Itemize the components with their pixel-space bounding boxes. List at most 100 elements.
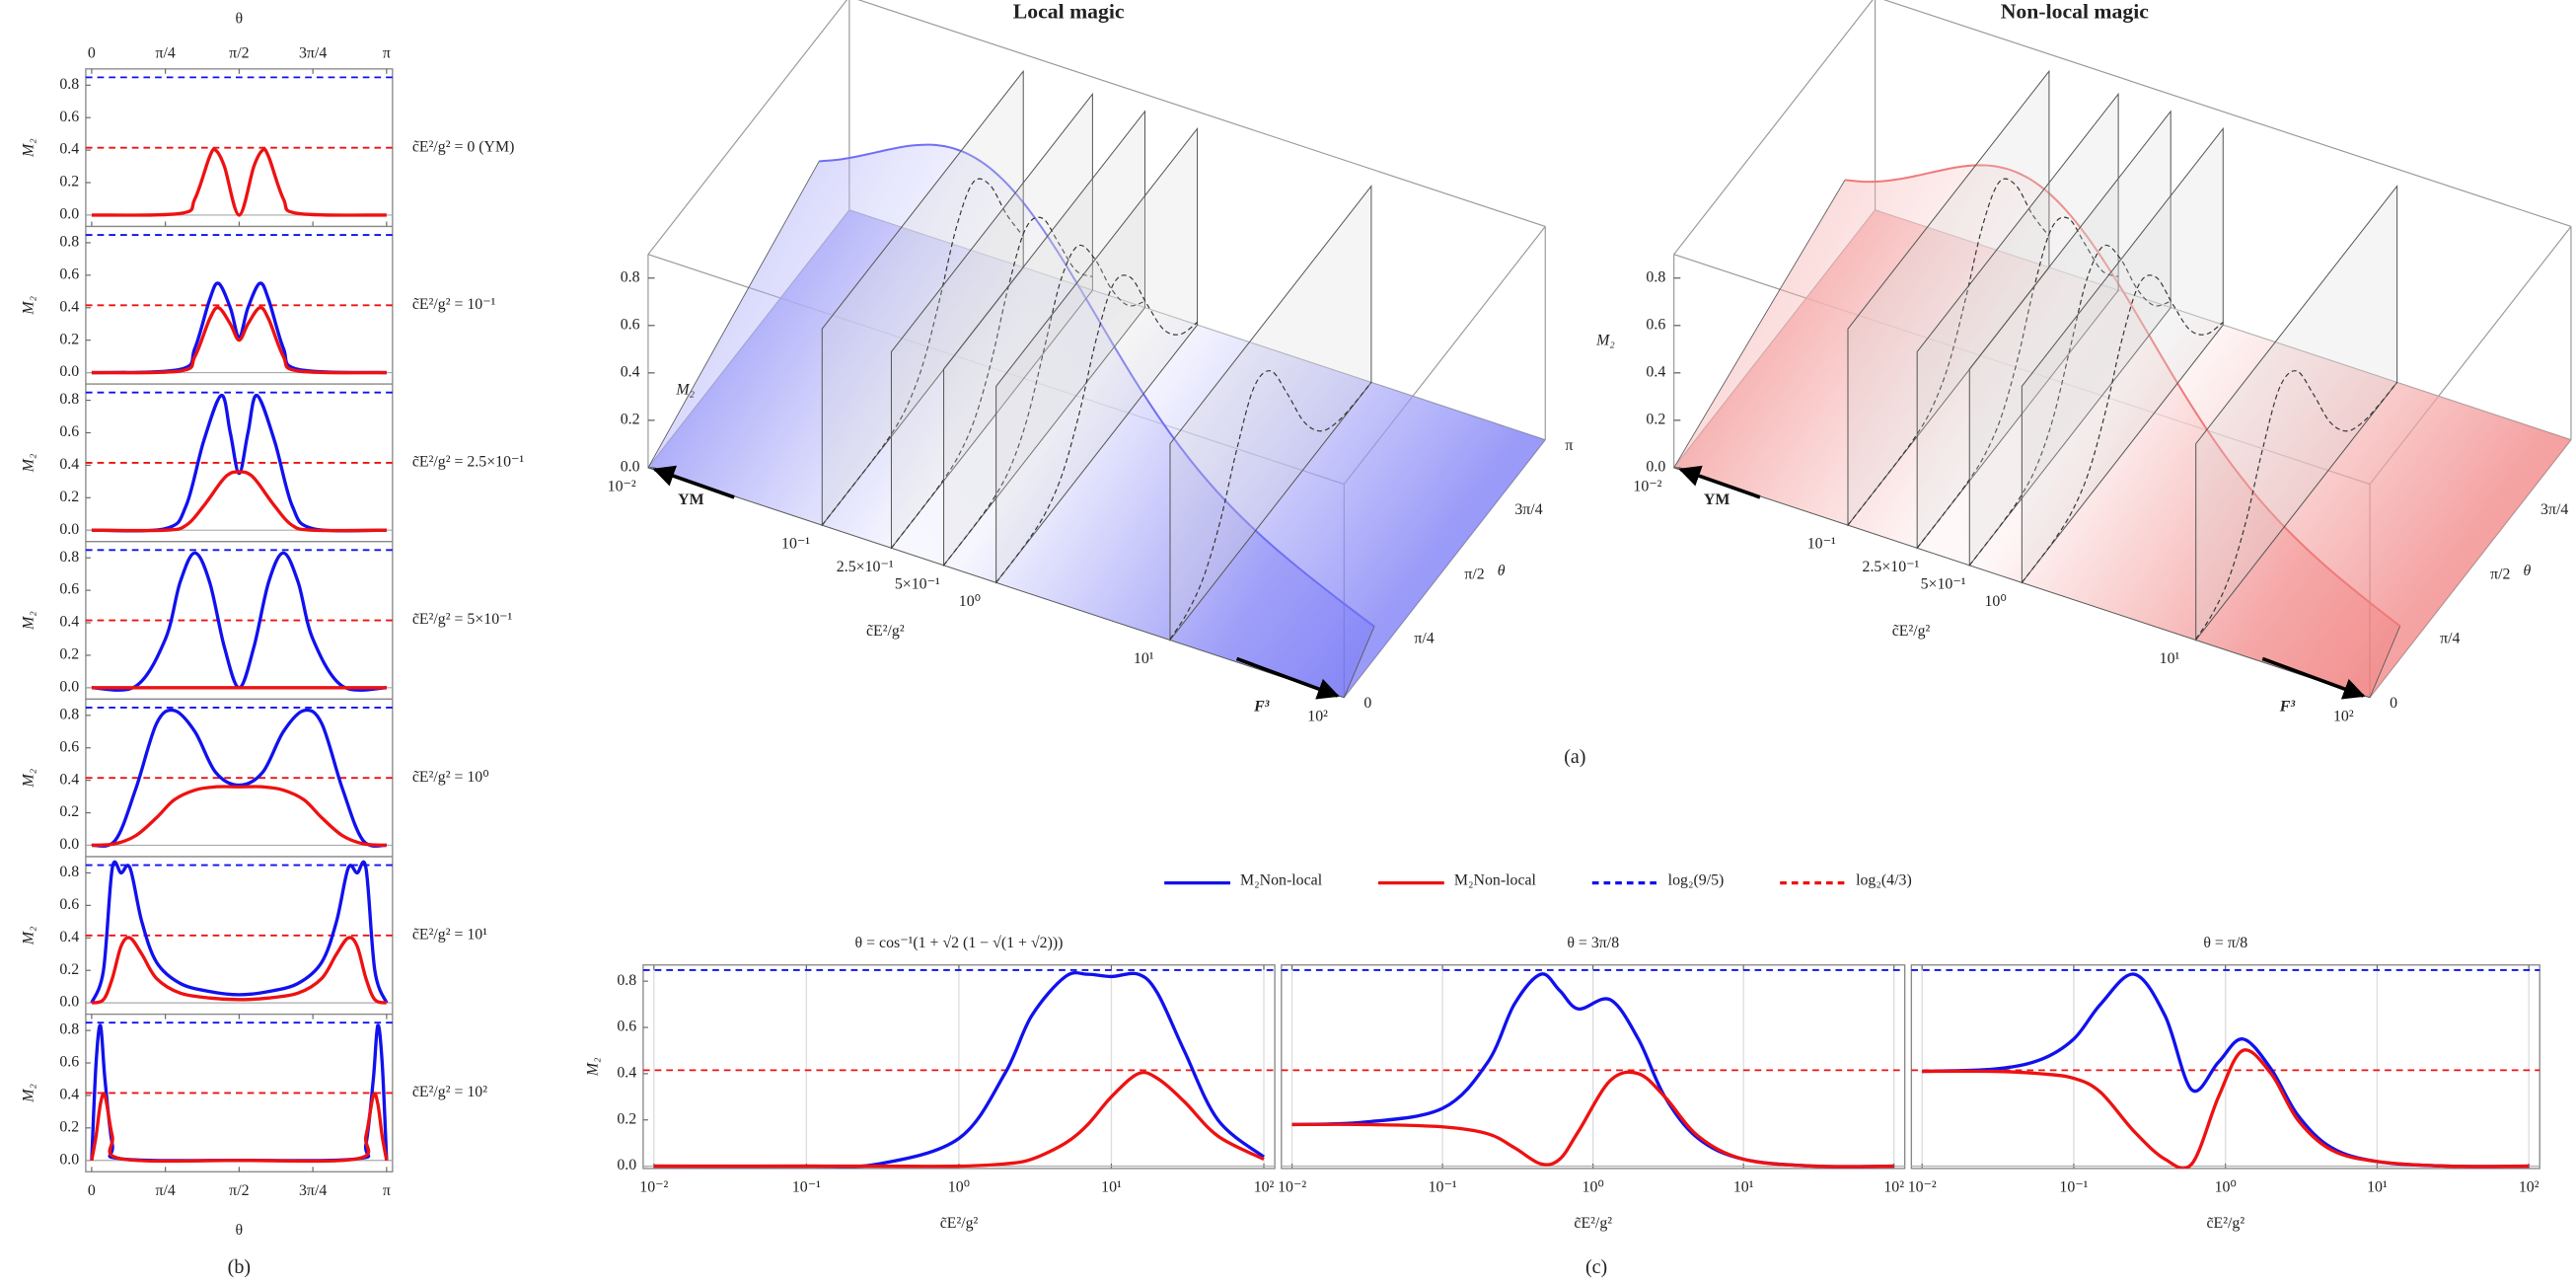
line-chart: 0 π/4 π/2 3π/4 π θ 0.0 0.2 0.4 0.6 0.8 M₂ c̃E²/g² = … [21,11,515,228]
panel-title: Non-local magic [2001,0,2150,23]
y-tick-label: 0.2 [59,803,79,820]
x-tick-label: π [383,1182,391,1199]
slice-plane [1916,92,2119,550]
data-line [1291,1070,1894,1169]
x-tick-label: 10² [2333,708,2354,724]
x-tick-label: 2.5×10⁻¹ [837,559,894,575]
data-line [91,147,387,217]
x-tick-label: 10⁻² [1633,479,1661,495]
x-tick-label: π [383,45,391,62]
arrow [652,465,735,499]
y-tick-label: 0.6 [59,423,79,440]
y-tick-label: 0.6 [617,1019,636,1035]
y-tick-label: 0.4 [59,1087,79,1103]
panel-annotation: c̃E²/g² = 10⁻¹ [412,296,496,313]
line-chart: 10⁻² 10⁻¹ 10⁰ 10¹ 10² c̃E²/g² θ = π/8 [1908,935,2540,1232]
slice-curve [821,178,1024,526]
y-tick-label: 0.0 [59,521,79,538]
theta-tick-label: 0 [2390,695,2397,712]
y-axis-label: M₂ [21,1084,37,1103]
y-axis-label: M₂ [21,611,37,631]
x-tick-label: 10⁻¹ [792,1179,821,1196]
y-tick-label: 0.8 [59,549,79,566]
line-chart: 0.0 0.2 0.4 0.6 0.8 M₂ c̃E²/g² = 5×10⁻¹ [21,541,513,701]
x-tick-label: 5×10⁻¹ [895,575,940,592]
x-tick-label: 10¹ [2160,650,2180,667]
x-axis-label: c̃E²/g² [940,1215,979,1232]
y-tick-label: 0.6 [59,896,79,913]
y-tick-label: 0.4 [59,771,79,788]
x-tick-label: 10¹ [1101,1179,1122,1196]
x-tick-label: 10² [2519,1179,2539,1196]
y-tick-label: 0.8 [59,76,79,93]
y-tick-label: 0.0 [59,994,79,1011]
y-axis-label: M₂ [584,1057,601,1077]
z-axis-label: M₂ [675,381,695,398]
data-line [91,470,387,533]
data-line [91,306,387,375]
box-edge [1882,0,2572,228]
theta-tick-label: π/4 [1414,631,1434,647]
z-tick-label: 0.6 [1646,316,1665,333]
x-tick-label: π/4 [155,1182,175,1199]
y-tick-label: 0.4 [59,456,79,473]
theta-axis-label: θ [1498,563,1506,579]
data-line [1922,1048,2530,1169]
slice-curve [943,244,1145,567]
z-tick-label: 0.4 [1646,363,1665,380]
x-tick-label: 10¹ [2367,1179,2388,1196]
y-axis-label: M₂ [21,295,37,315]
y-tick-label: 0.2 [59,961,79,978]
slice-curve [2195,370,2398,640]
x-axis-label: θ [236,11,244,28]
y-tick-label: 0.8 [59,864,79,880]
arrow [2261,656,2366,700]
line-chart: 10⁻² 10⁻¹ 10⁰ 10¹ 10² c̃E²/g² θ = 3π/8 [1278,935,1906,1232]
slice-curve [1916,216,2119,549]
y-tick-label: 0.0 [59,679,79,696]
arrow-label: F³ [1253,698,1270,715]
x-tick-label: 3π/4 [299,45,327,62]
x-axis-label: c̃E²/g² [1574,1215,1612,1232]
x-axis-label: c̃E²/g² [2206,1215,2245,1232]
y-tick-label: 0.4 [59,298,79,315]
slice-plane [2195,185,2398,642]
y-tick-label: 0.4 [59,141,79,158]
arrow [1678,465,1761,499]
data-line [90,1092,389,1164]
panel-annotation: c̃E²/g² = 10¹ [412,926,487,943]
x-tick-label: 10² [1883,1179,1904,1196]
legend-label: log₂(9/5) [1668,872,1725,889]
x-axis-label: c̃E²/g² [866,623,905,640]
y-tick-label: 0.0 [59,1151,79,1168]
x-tick-label: π/2 [229,45,249,62]
data-line [91,281,387,375]
arrow-label: F³ [2279,698,2296,715]
theta-tick-label: π/2 [1464,566,1484,582]
arrow-label: YM [1704,491,1730,508]
panel-title: θ = cos⁻¹(1 + √2 (1 − √(1 + √2))) [855,935,1064,951]
legend-label: M₂Non-local [1454,872,1537,889]
y-tick-label: 0.0 [617,1157,636,1173]
slice-plane [2021,126,2224,584]
z-tick-label: 0.2 [1646,412,1665,428]
panel-annotation: c̃E²/g² = 0 (YM) [412,138,515,155]
caption-b: (b) [228,1256,251,1278]
y-tick-label: 0.4 [617,1065,636,1082]
theta-tick-label: 0 [1363,695,1371,712]
x-tick-label: π/4 [155,45,175,62]
panel-title: θ = 3π/8 [1567,935,1619,951]
x-tick-label: 10⁻¹ [2059,1179,2088,1196]
data-line [90,860,389,1004]
legend-label: log₂(4/3) [1856,872,1912,889]
slice-plane [1169,185,1372,642]
arrow-label: YM [678,491,703,508]
x-tick-label: 0 [88,1182,96,1199]
surface-plot: 10⁻² 10⁻¹ 2.5×10⁻¹5×10⁻¹ 10⁰ 10¹ 10² 0 π/4 π/2 3π… [1595,0,2572,724]
x-tick-label: π/2 [229,1182,249,1199]
y-tick-label: 0.2 [59,1118,79,1135]
y-tick-label: 0.2 [617,1110,636,1127]
theta-axis-label: θ [2524,563,2532,579]
y-tick-label: 0.6 [59,581,79,598]
